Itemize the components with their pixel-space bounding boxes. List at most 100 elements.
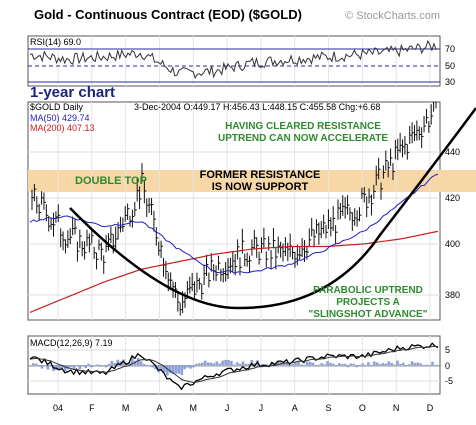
macd-hist-bar (259, 364, 262, 366)
price-bar (366, 196, 369, 218)
macd-tick-0: 0 (445, 361, 450, 371)
price-bar (356, 210, 360, 227)
price-bar (98, 239, 101, 251)
macd-hist-bar (154, 365, 157, 370)
price-bar (74, 218, 78, 235)
macd-hist-bar (314, 365, 318, 366)
macd-hist-bar (393, 364, 396, 366)
macd-hist-bar (128, 362, 131, 366)
macd-hist-bar (311, 362, 315, 366)
price-bar (375, 165, 379, 186)
macd-hist-bar (349, 363, 353, 366)
macd-hist-bar (320, 363, 324, 366)
price-bar (93, 246, 97, 259)
price-bar (315, 219, 319, 234)
rsi-axis: 70 50 30 (445, 44, 455, 87)
macd-label: MACD(12,26,9) 7.19 (30, 338, 113, 348)
price-bar (115, 226, 118, 249)
price-bar (86, 229, 89, 247)
price-bar (53, 212, 56, 237)
price-bar (57, 204, 61, 222)
macd-hist-bar (270, 361, 274, 366)
price-gridlines (28, 151, 440, 296)
macd-hist-bar (300, 364, 303, 366)
price-bar (308, 228, 312, 247)
price-bar (227, 258, 231, 280)
macd-hist-bar (195, 363, 198, 366)
rsi-tick-70: 70 (445, 44, 455, 54)
price-bar (100, 242, 104, 261)
price-bar (296, 244, 300, 266)
ohlc-readout: 3-Dec-2004 O:449.17 H:456.43 L:448.15 C:… (134, 102, 380, 112)
macd-hist-bar (337, 363, 341, 366)
price-bar (277, 236, 281, 254)
macd-hist-bar (104, 365, 108, 368)
macd-hist-bar (250, 359, 254, 366)
price-bar (107, 233, 111, 251)
macd-axis: 5 0 -5 (445, 345, 453, 386)
macd-hist-bar (355, 365, 358, 368)
price-bar (127, 203, 130, 220)
macd-hist-bar (31, 363, 35, 366)
macd-hist-bar (291, 363, 294, 366)
macd-hist-bar (46, 365, 50, 370)
price-bar (96, 252, 99, 270)
price-bar (48, 215, 51, 232)
macd-hist-bar (230, 360, 233, 366)
macd-hist-bar (431, 361, 434, 366)
macd-hist-bar (186, 365, 189, 368)
macd-hist-bar (133, 360, 137, 366)
macd-hist-bar (419, 363, 423, 366)
macd-hist-bar (416, 362, 420, 366)
price-bar (38, 203, 42, 221)
price-bar (136, 178, 140, 202)
price-tick-420: 420 (445, 193, 460, 203)
price-bar (385, 150, 388, 171)
price-bar (430, 104, 434, 125)
macd-hist-bar (189, 365, 192, 369)
macd-hist-bar (49, 365, 52, 367)
macd-histogram (29, 357, 440, 376)
price-bar (210, 253, 214, 272)
price-bar (332, 206, 336, 232)
macd-hist-bar (209, 362, 213, 366)
price-bar (392, 162, 395, 181)
vertical-gridlines (57, 36, 431, 394)
price-bar (191, 272, 195, 292)
macd-hist-bar (78, 365, 82, 370)
macd-hist-bar (317, 364, 321, 366)
macd-hist-bar (241, 361, 245, 366)
macd-hist-bar (323, 364, 326, 366)
price-bar (418, 126, 422, 141)
one-year-chart-label: 1-year chart (30, 84, 115, 101)
macd-hist-bar (215, 361, 219, 366)
price-bar (435, 102, 437, 109)
price-axis: 440 420 400 380 (445, 147, 460, 300)
x-tick-label: M (190, 403, 198, 413)
price-bar (251, 239, 254, 256)
macd-hist-bar (84, 365, 87, 369)
macd-hist-bar (367, 362, 370, 366)
ma200-label: MA(200) 407.13 (30, 123, 95, 133)
price-bar (406, 144, 410, 160)
x-axis: 04 F M A M J J A S O N D (53, 403, 434, 413)
rsi-tick-30: 30 (445, 77, 455, 87)
macd-hist-bar (265, 364, 268, 366)
macd-hist-bar (157, 365, 160, 373)
price-bar (189, 276, 192, 294)
price-bar (416, 120, 419, 141)
price-bar (335, 225, 338, 245)
price-tick-440: 440 (445, 147, 460, 157)
x-tick-label: O (359, 403, 366, 413)
price-bar (394, 140, 398, 160)
macd-hist-bar (276, 361, 280, 366)
annotation-parabolic-3: "SLINGSHOT ADVANCE" (309, 309, 428, 320)
price-tick-380: 380 (445, 290, 460, 300)
price-bar (241, 228, 245, 254)
price-bar (36, 196, 39, 214)
macd-hist-bar (177, 365, 181, 374)
macd-hist-bar (413, 362, 417, 366)
macd-hist-bar (335, 365, 338, 367)
price-bar (280, 241, 283, 258)
